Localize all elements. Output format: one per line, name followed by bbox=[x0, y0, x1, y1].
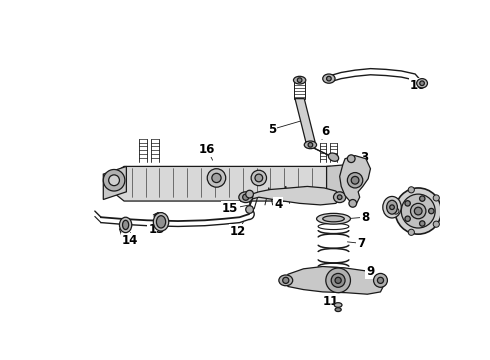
Circle shape bbox=[433, 221, 440, 227]
Text: 7: 7 bbox=[357, 237, 366, 250]
Ellipse shape bbox=[120, 217, 132, 233]
Circle shape bbox=[326, 76, 331, 81]
Circle shape bbox=[405, 201, 410, 206]
Text: 15: 15 bbox=[222, 202, 239, 215]
Circle shape bbox=[419, 221, 425, 226]
Text: 13: 13 bbox=[148, 223, 165, 236]
Circle shape bbox=[326, 268, 350, 293]
Polygon shape bbox=[244, 186, 341, 205]
Circle shape bbox=[433, 195, 440, 201]
Circle shape bbox=[212, 173, 221, 183]
Circle shape bbox=[335, 277, 341, 283]
Polygon shape bbox=[113, 166, 346, 201]
Text: 11: 11 bbox=[322, 296, 339, 309]
Text: 6: 6 bbox=[322, 125, 330, 138]
Circle shape bbox=[251, 170, 267, 186]
Ellipse shape bbox=[239, 192, 253, 203]
Polygon shape bbox=[284, 266, 384, 294]
Text: 2: 2 bbox=[391, 201, 399, 214]
Polygon shape bbox=[340, 156, 370, 203]
Circle shape bbox=[207, 169, 226, 187]
Circle shape bbox=[349, 199, 357, 207]
Text: 8: 8 bbox=[361, 211, 369, 224]
Circle shape bbox=[401, 194, 435, 228]
Circle shape bbox=[297, 78, 302, 82]
Circle shape bbox=[390, 205, 394, 210]
Circle shape bbox=[246, 190, 253, 198]
Circle shape bbox=[419, 196, 425, 201]
Polygon shape bbox=[327, 164, 361, 201]
Ellipse shape bbox=[416, 78, 427, 88]
Circle shape bbox=[103, 170, 125, 191]
Ellipse shape bbox=[153, 213, 169, 231]
Circle shape bbox=[420, 81, 424, 86]
Circle shape bbox=[283, 277, 289, 283]
Circle shape bbox=[308, 143, 313, 147]
Text: 3: 3 bbox=[360, 150, 368, 164]
Ellipse shape bbox=[317, 213, 350, 224]
Text: 4: 4 bbox=[274, 198, 282, 211]
Circle shape bbox=[246, 206, 253, 213]
Ellipse shape bbox=[387, 200, 397, 214]
Circle shape bbox=[408, 187, 415, 193]
Ellipse shape bbox=[383, 197, 401, 218]
Circle shape bbox=[395, 188, 441, 234]
Circle shape bbox=[243, 194, 249, 200]
Ellipse shape bbox=[334, 192, 346, 203]
Ellipse shape bbox=[294, 76, 306, 84]
Ellipse shape bbox=[334, 303, 342, 307]
Polygon shape bbox=[103, 166, 126, 199]
Circle shape bbox=[408, 229, 415, 235]
Text: 12: 12 bbox=[230, 225, 246, 238]
Circle shape bbox=[415, 207, 422, 215]
Ellipse shape bbox=[323, 216, 344, 222]
Circle shape bbox=[331, 274, 345, 287]
Circle shape bbox=[373, 274, 388, 287]
Circle shape bbox=[109, 175, 120, 186]
Text: 5: 5 bbox=[268, 123, 276, 136]
Ellipse shape bbox=[335, 308, 341, 311]
Polygon shape bbox=[295, 99, 315, 142]
Circle shape bbox=[337, 195, 342, 199]
Circle shape bbox=[347, 172, 363, 188]
Circle shape bbox=[377, 277, 384, 283]
Circle shape bbox=[429, 208, 434, 214]
Text: 1: 1 bbox=[419, 212, 427, 225]
Text: 14: 14 bbox=[122, 234, 138, 247]
Circle shape bbox=[351, 176, 359, 184]
Circle shape bbox=[405, 216, 410, 221]
Ellipse shape bbox=[279, 275, 293, 286]
Circle shape bbox=[393, 208, 399, 214]
Ellipse shape bbox=[328, 153, 339, 161]
Ellipse shape bbox=[304, 141, 317, 149]
Circle shape bbox=[411, 203, 426, 219]
Text: 16: 16 bbox=[199, 143, 216, 156]
Ellipse shape bbox=[323, 74, 335, 83]
Text: 9: 9 bbox=[367, 265, 374, 278]
Circle shape bbox=[347, 155, 355, 163]
Circle shape bbox=[255, 174, 263, 182]
Ellipse shape bbox=[156, 216, 166, 228]
Text: 10: 10 bbox=[410, 79, 426, 92]
Ellipse shape bbox=[122, 220, 129, 230]
